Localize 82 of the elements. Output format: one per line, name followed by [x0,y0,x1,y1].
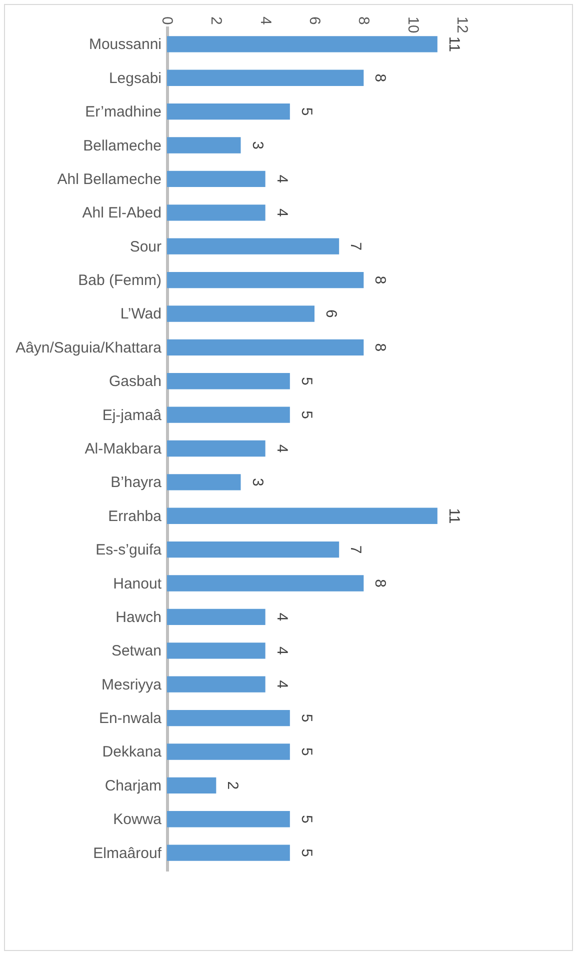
data-label: 4 [273,680,290,689]
bar [167,70,364,86]
bar [167,406,290,423]
data-label: 3 [248,141,266,150]
bar [167,811,290,828]
y-tick-label: Setwan [111,642,162,660]
y-tick-label: Aâyn/Saguia/Khattara [16,339,162,356]
y-tick-label: Er’madhine [85,104,162,121]
data-label: 8 [372,579,389,588]
data-label: 5 [298,814,315,824]
bar [167,238,340,254]
x-tick-label: 12 [454,16,470,34]
bar [167,272,364,288]
bar [167,204,266,221]
data-label: 5 [298,376,315,386]
bar [167,844,290,861]
y-tick-label: Charjam [104,777,162,794]
x-tick-label: 0 [158,16,176,25]
data-label: 5 [298,107,315,116]
data-label: 4 [273,612,290,622]
y-tick-label: Gasbah [108,373,162,390]
y-tick-label: Bab (Femm) [78,272,162,290]
bar [167,137,241,154]
x-tick-label: 6 [306,16,323,25]
bar [167,541,340,558]
y-tick-label: Bellameche [83,137,162,154]
data-label: 11 [445,508,462,524]
bar [167,676,266,692]
data-label: 8 [372,276,389,284]
y-tick-label: Mesriyya [101,676,162,694]
bar [167,508,438,524]
y-tick-label: Kowwa [113,811,162,828]
data-label: 5 [298,410,315,419]
data-label: 6 [322,310,340,318]
data-label: 3 [248,478,266,486]
y-tick-label: Sour [130,238,162,256]
data-label: 5 [298,748,315,756]
data-label: 4 [273,174,290,184]
bar [167,36,438,52]
y-tick-label: Dekkana [102,744,162,761]
x-tick-label: 4 [256,16,274,25]
data-label: 7 [347,242,364,251]
y-tick-label: Hanout [113,575,162,592]
x-tick-label: 10 [404,16,422,34]
data-label: 7 [347,545,364,554]
bar [167,170,266,188]
data-label: 5 [298,848,315,857]
data-label: 4 [273,444,290,453]
y-tick-label: L’Wad [120,306,162,323]
y-tick-label: Errahba [108,508,162,525]
y-tick-label: B’hayra [110,474,162,492]
bar [167,608,266,626]
y-tick-label: Ahl El-Abed [82,204,162,222]
bar [167,744,290,760]
bar [167,306,314,322]
data-label: 5 [298,714,315,722]
bar [167,474,241,490]
data-label: 8 [372,74,389,82]
bar [167,339,364,356]
y-tick-label: Elmaârouf [93,844,162,862]
bar [167,777,216,794]
y-tick-label: Ej-jamaâ [102,406,162,424]
bar [167,103,290,120]
data-label: 8 [372,343,389,352]
y-tick-label: Al-Makbara [84,440,162,458]
bar [167,373,290,390]
data-label: 11 [445,36,462,52]
y-tick-label: Moussanni [88,36,162,54]
data-label: 2 [224,781,242,790]
data-label: 4 [273,208,290,217]
y-tick-label: Ahl Bellameche [57,170,162,188]
data-label: 4 [273,646,290,655]
x-tick-label: 8 [355,16,372,25]
x-tick-label: 2 [208,16,225,25]
bar [167,642,266,659]
y-tick-label: Es-s’guifa [96,542,162,559]
bar [167,440,266,457]
bar [167,575,364,592]
y-tick-label: Hawch [116,608,162,626]
y-tick-label: Legsabi [108,70,162,87]
y-tick-label: En-nwala [98,710,162,728]
bar [167,710,290,726]
